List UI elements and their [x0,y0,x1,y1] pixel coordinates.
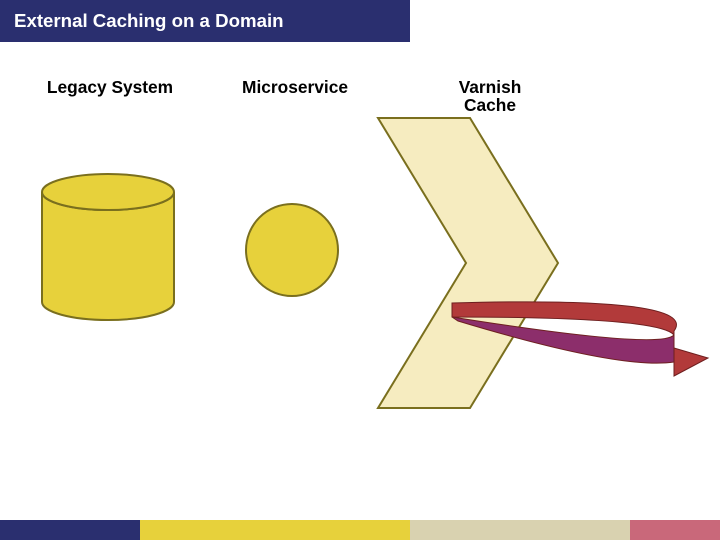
diagram-stage: External Caching on a Domain Legacy Syst… [0,0,720,540]
footer-stripe-4 [630,520,720,540]
footer-stripe-1 [0,520,140,540]
footer-stripe-3 [410,520,630,540]
footer-stripe-2 [140,520,410,540]
shape-arrow [0,0,720,540]
